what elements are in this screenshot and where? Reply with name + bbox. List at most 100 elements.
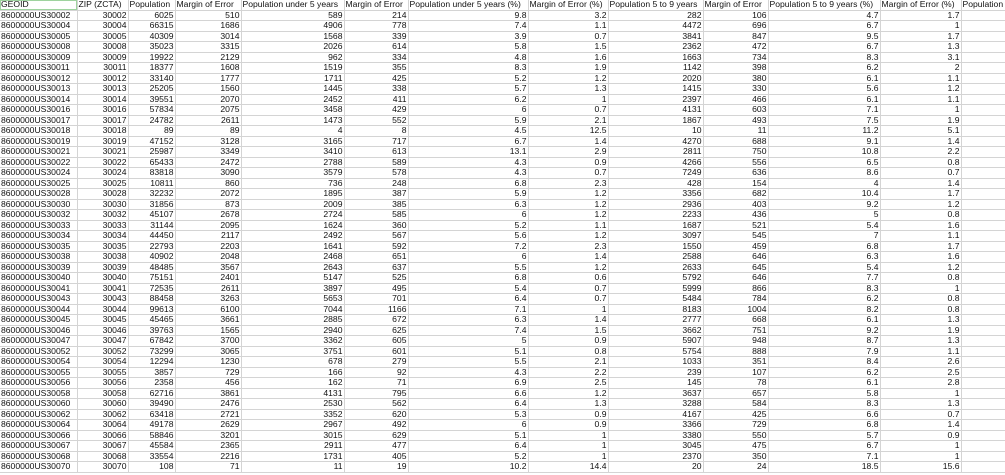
- data-cell[interactable]: 2233: [608, 209, 704, 221]
- data-cell[interactable]: 682: [703, 188, 769, 200]
- column-header[interactable]: Margin of Error (%): [880, 0, 962, 11]
- data-cell[interactable]: 30045: [77, 314, 129, 326]
- data-cell[interactable]: 2009: [241, 199, 345, 210]
- data-cell[interactable]: 2070: [175, 94, 242, 105]
- geoid-cell[interactable]: 8600000US30032: [0, 209, 78, 221]
- data-cell[interactable]: 1: [528, 440, 609, 452]
- data-cell[interactable]: 2401: [175, 272, 242, 284]
- data-cell[interactable]: 30028: [77, 188, 129, 200]
- data-cell[interactable]: 4.3: [408, 367, 529, 378]
- data-cell[interactable]: 12.5: [528, 125, 609, 137]
- data-cell[interactable]: 6.7: [768, 20, 881, 32]
- data-cell[interactable]: 6.2: [408, 94, 529, 105]
- geoid-cell[interactable]: 8600000US30019: [0, 136, 78, 147]
- data-cell[interactable]: 0.8: [880, 293, 962, 305]
- data-cell[interactable]: 45584: [128, 440, 176, 452]
- data-cell[interactable]: 1.3: [528, 398, 609, 410]
- data-cell[interactable]: 2721: [175, 409, 242, 420]
- data-cell[interactable]: 1.2: [528, 388, 609, 399]
- data-cell[interactable]: 3.2: [528, 10, 609, 21]
- data-cell[interactable]: 0.6: [528, 272, 609, 284]
- data-cell[interactable]: 4.3: [408, 157, 529, 168]
- data-cell[interactable]: 248: [344, 178, 409, 189]
- data-cell[interactable]: 2611: [175, 115, 242, 126]
- geoid-cell[interactable]: 8600000US30038: [0, 251, 78, 263]
- geoid-cell[interactable]: 8600000US30002: [0, 10, 78, 21]
- data-cell[interactable]: 6: [408, 251, 529, 263]
- data-cell[interactable]: [961, 335, 1005, 347]
- data-cell[interactable]: 3661: [175, 314, 242, 326]
- data-cell[interactable]: 668: [703, 314, 769, 326]
- geoid-cell[interactable]: 8600000US30035: [0, 241, 78, 252]
- data-cell[interactable]: 8.6: [768, 167, 881, 179]
- data-cell[interactable]: [961, 377, 1005, 389]
- data-cell[interactable]: 688: [703, 136, 769, 147]
- data-cell[interactable]: 5.7: [408, 83, 529, 95]
- data-cell[interactable]: [961, 83, 1005, 95]
- data-cell[interactable]: 1.1: [528, 20, 609, 32]
- data-cell[interactable]: 2026: [241, 41, 345, 53]
- geoid-cell[interactable]: 8600000US30066: [0, 430, 78, 441]
- data-cell[interactable]: [961, 325, 1005, 336]
- data-cell[interactable]: 1.4: [528, 314, 609, 326]
- data-cell[interactable]: 18377: [128, 62, 176, 74]
- data-cell[interactable]: 1: [528, 94, 609, 105]
- data-cell[interactable]: 1.1: [880, 94, 962, 105]
- data-cell[interactable]: 8: [344, 125, 409, 137]
- data-cell[interactable]: 3362: [241, 335, 345, 347]
- data-cell[interactable]: [961, 304, 1005, 315]
- data-cell[interactable]: 2468: [241, 251, 345, 263]
- data-cell[interactable]: 510: [175, 10, 242, 21]
- data-cell[interactable]: 30043: [77, 293, 129, 305]
- data-cell[interactable]: 39551: [128, 94, 176, 105]
- data-cell[interactable]: 48485: [128, 262, 176, 273]
- data-cell[interactable]: 2.3: [528, 241, 609, 252]
- data-cell[interactable]: 7.2: [408, 241, 529, 252]
- data-cell[interactable]: 550: [703, 430, 769, 441]
- data-cell[interactable]: 72535: [128, 283, 176, 294]
- data-cell[interactable]: 1.2: [528, 73, 609, 84]
- data-cell[interactable]: [961, 314, 1005, 326]
- data-cell[interactable]: [961, 220, 1005, 231]
- column-header[interactable]: Margin of Error: [344, 0, 409, 11]
- data-cell[interactable]: 1.7: [880, 188, 962, 200]
- data-cell[interactable]: 39763: [128, 325, 176, 336]
- data-cell[interactable]: 5999: [608, 283, 704, 294]
- data-cell[interactable]: 6025: [128, 10, 176, 21]
- data-cell[interactable]: 279: [344, 356, 409, 368]
- data-cell[interactable]: 2.3: [528, 178, 609, 189]
- data-cell[interactable]: 2072: [175, 188, 242, 200]
- data-cell[interactable]: [961, 31, 1005, 42]
- data-cell[interactable]: 33554: [128, 451, 176, 462]
- data-cell[interactable]: 552: [344, 115, 409, 126]
- data-cell[interactable]: 5792: [608, 272, 704, 284]
- data-cell[interactable]: 567: [344, 230, 409, 242]
- data-cell[interactable]: 3097: [608, 230, 704, 242]
- data-cell[interactable]: 8.3: [768, 283, 881, 294]
- data-cell[interactable]: 31856: [128, 199, 176, 210]
- data-cell[interactable]: 30070: [77, 461, 129, 473]
- data-cell[interactable]: 5.1: [408, 346, 529, 357]
- data-cell[interactable]: [961, 209, 1005, 221]
- geoid-cell[interactable]: 8600000US30043: [0, 293, 78, 305]
- data-cell[interactable]: 7.4: [408, 20, 529, 32]
- data-cell[interactable]: 10.2: [408, 461, 529, 473]
- geoid-cell[interactable]: 8600000US30046: [0, 325, 78, 336]
- data-cell[interactable]: 45465: [128, 314, 176, 326]
- data-cell[interactable]: 1.6: [880, 220, 962, 231]
- data-cell[interactable]: 614: [344, 41, 409, 53]
- data-cell[interactable]: 1.2: [880, 83, 962, 95]
- data-cell[interactable]: 30060: [77, 398, 129, 410]
- data-cell[interactable]: 2492: [241, 230, 345, 242]
- data-cell[interactable]: 385: [344, 199, 409, 210]
- data-cell[interactable]: [961, 73, 1005, 84]
- data-cell[interactable]: 1033: [608, 356, 704, 368]
- data-cell[interactable]: 11.2: [768, 125, 881, 137]
- data-cell[interactable]: 2643: [241, 262, 345, 273]
- data-cell[interactable]: 2724: [241, 209, 345, 221]
- data-cell[interactable]: 30067: [77, 440, 129, 452]
- data-cell[interactable]: 6: [408, 104, 529, 116]
- data-cell[interactable]: 605: [344, 335, 409, 347]
- data-cell[interactable]: 83818: [128, 167, 176, 179]
- data-cell[interactable]: 30039: [77, 262, 129, 273]
